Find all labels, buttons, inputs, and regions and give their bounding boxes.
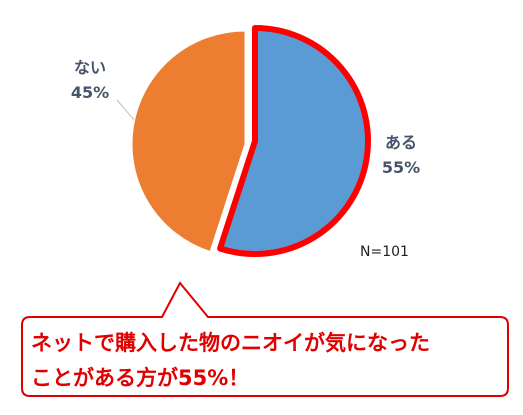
callout-line-2: ことがある方が55%！ — [31, 366, 249, 390]
pie-slice-yes — [217, 25, 371, 257]
pie-slice-no — [131, 30, 246, 253]
no-leader-line — [116, 99, 136, 122]
slice-value-no: 45% — [71, 83, 109, 102]
slice-label-no: ない — [74, 58, 106, 77]
callout-line-1: ネットで購入した物のニオイが気になった — [31, 331, 430, 355]
callout-bubble — [21, 281, 509, 397]
slice-value-yes: 55% — [382, 158, 420, 177]
slice-label-yes: ある — [385, 133, 417, 152]
sample-size-label: N=101 — [360, 244, 409, 260]
